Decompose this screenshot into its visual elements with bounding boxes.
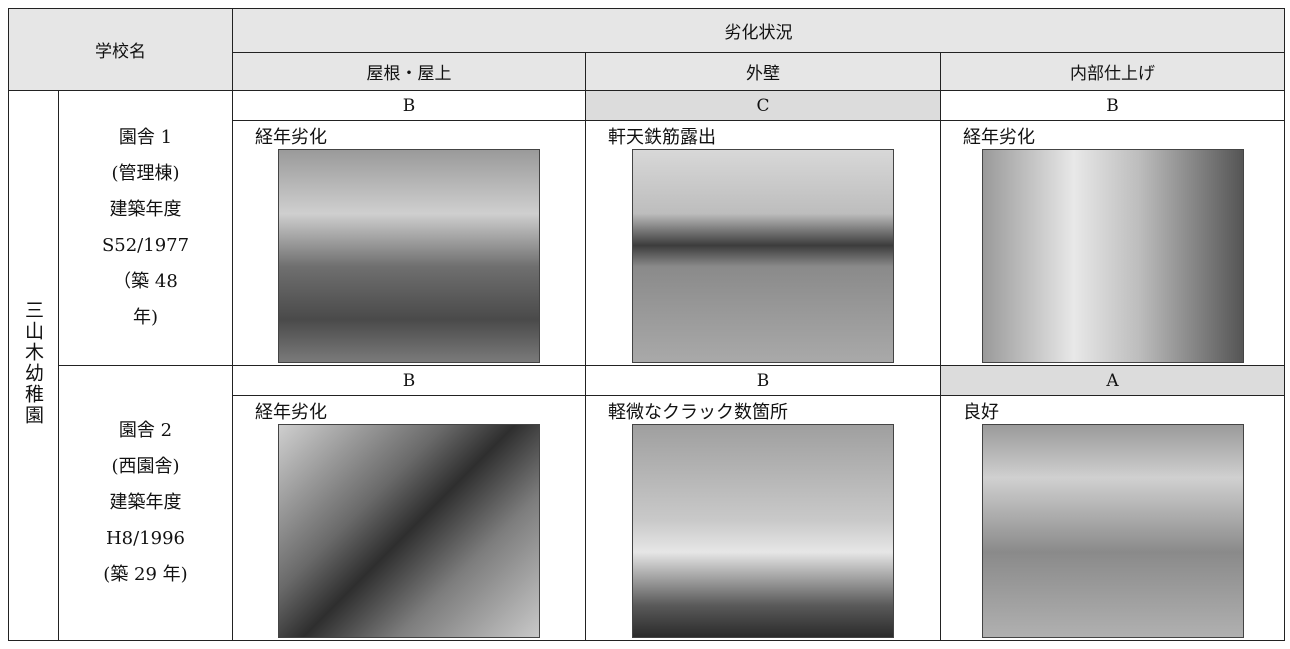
building-cell: 園舎 1 (管理棟) 建築年度 S52/1977 （築 48 年) [58,90,233,366]
photo-cell: 良好 [940,395,1285,641]
building-line: （築 48 [113,271,178,292]
grade: B [232,90,586,121]
school-name-header: 学校名 [8,8,233,91]
photo-cell: 経年劣化 [232,395,586,641]
photo-cell: 経年劣化 [940,120,1285,366]
grade: B [940,90,1285,121]
building-line: 園舎 1 [118,127,173,148]
column-header: 外壁 [585,52,941,91]
building-line: H8/1996 [105,528,186,549]
note: 軽微なクラック数箇所 [608,402,788,423]
building-line: (西園舎) [111,456,180,477]
building-line: (築 29 年) [103,564,188,585]
building-line: 建築年度 [109,199,182,220]
photo [632,424,894,638]
building-cell: 園舎 2 (西園舎) 建築年度 H8/1996 (築 29 年) [58,365,233,641]
photo [278,424,540,638]
note: 軒天鉄筋露出 [608,127,716,148]
photo-cell: 軽微なクラック数箇所 [585,395,941,641]
building-line: S52/1977 [101,235,190,256]
photo [981,149,1244,363]
photo-cell: 軒天鉄筋露出 [585,120,941,366]
note: 経年劣化 [963,127,1035,148]
column-header: 屋根・屋上 [232,52,586,91]
photo [278,149,540,363]
grade: C [585,90,941,121]
building-line: 年) [132,307,159,328]
building-line: 園舎 2 [118,420,173,441]
note: 経年劣化 [255,402,327,423]
photo [981,424,1244,638]
school-cell: 三山木幼稚園 [8,90,59,641]
school-name: 三山木幼稚園 [22,300,44,426]
photo-cell: 経年劣化 [232,120,586,366]
building-line: (管理棟) [111,163,180,184]
photo [632,149,894,363]
condition-header: 劣化状況 [232,8,1285,53]
condition-table: 学校名 劣化状況 屋根・屋上 外壁 内部仕上げ 三山木幼稚園 園舎 1 (管理棟)… [8,8,1285,641]
note: 良好 [963,402,999,423]
grade: B [585,365,941,396]
grade: B [232,365,586,396]
building-line: 建築年度 [109,492,182,513]
note: 経年劣化 [255,127,327,148]
column-header: 内部仕上げ [940,52,1285,91]
grade: A [940,365,1285,396]
